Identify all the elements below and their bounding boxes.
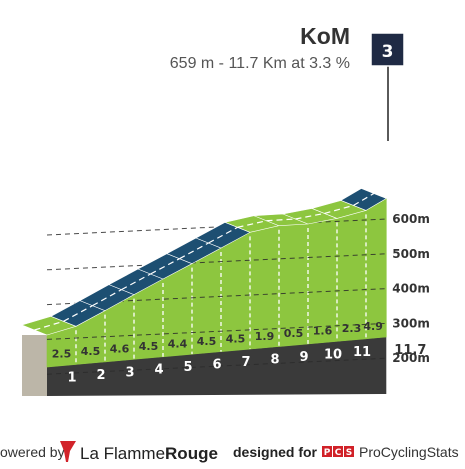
km-marker-label: 1 xyxy=(67,370,76,385)
designed-for-text: designed for xyxy=(233,444,318,460)
gradient-label: 0.5 xyxy=(284,327,304,340)
altitude-tick-label: 300m xyxy=(392,316,430,330)
altitude-tick-label: 200m xyxy=(392,351,430,365)
pcs-site-name: ProCyclingStats xyxy=(359,444,459,460)
brand-name-light: La Flamme xyxy=(80,444,165,463)
gradient-label: 4.5 xyxy=(226,332,246,345)
segment-ridge-centerline xyxy=(208,226,238,244)
profile-base xyxy=(22,335,387,396)
km-marker-label: 6 xyxy=(212,358,221,373)
km-marker-label: 2 xyxy=(96,368,105,383)
segment-ridge-centerline xyxy=(34,320,64,331)
km-marker-label: 7 xyxy=(241,355,250,370)
total-distance-label: 11.7 xyxy=(394,343,426,358)
segment-ridge-centerline xyxy=(121,273,151,291)
la-flamme-rouge-logo: La FlammeRouge xyxy=(60,441,218,463)
profile-labels: 2.5 4.5 4.6 4.5 4.4 4.5 4.5 1.9 0.5 1.6 2.3 4.9 1 2 3 4… xyxy=(52,320,427,386)
gradient-label: 4.6 xyxy=(110,343,130,356)
profile-segments xyxy=(46,197,387,368)
altitude-tick-label: 400m xyxy=(392,282,430,296)
altitude-gridline xyxy=(46,253,387,271)
svg-text:La FlammeRouge: La FlammeRouge xyxy=(80,444,218,463)
powered-by-text: owered by xyxy=(0,444,65,460)
chart-title: KoM xyxy=(300,23,350,49)
altitude-tick-label: 600m xyxy=(392,212,430,226)
km-marker-label: 10 xyxy=(324,347,342,362)
segment-ridge-centerline xyxy=(266,218,296,222)
chart-subtitle: 659 m - 11.7 Km at 3.3 % xyxy=(170,55,350,72)
gradient-label: 1.6 xyxy=(313,325,333,338)
segment-ridge-centerline xyxy=(150,258,180,275)
segment-ridge-centerline xyxy=(353,192,375,206)
km-marker-label: 9 xyxy=(299,350,308,365)
altitude-gridline xyxy=(46,322,387,340)
brand-name-bold: Rouge xyxy=(165,444,218,463)
gradient-label: 2.5 xyxy=(52,348,72,361)
altitude-tick-label: 500m xyxy=(392,247,430,261)
gradient-label: 1.9 xyxy=(255,330,275,343)
gradient-label: 4.5 xyxy=(81,345,101,358)
pcs-letter-c: C xyxy=(335,448,342,458)
gradient-label: 4.5 xyxy=(197,335,217,348)
profile-top-ridge xyxy=(21,188,387,336)
altitude-gridline xyxy=(46,218,387,236)
segment-ridge-centerline xyxy=(63,305,93,322)
pcs-logo: P C S ProCyclingStats xyxy=(322,444,459,460)
profile-base-band xyxy=(47,337,387,396)
km-marker-label: 11 xyxy=(353,345,371,360)
segment-ridge-centerline xyxy=(237,220,267,228)
category-badge-label: 3 xyxy=(382,42,394,62)
pcs-letter-p: P xyxy=(324,448,331,458)
gradient-label: 4.9 xyxy=(363,320,383,333)
red-flag-icon xyxy=(60,441,76,462)
footer: owered by La FlammeRouge designed for P … xyxy=(0,441,459,463)
km-marker-label: 8 xyxy=(270,352,279,367)
km-marker-label: 5 xyxy=(183,360,192,375)
gradient-label: 4.5 xyxy=(139,340,159,353)
km-marker-label: 4 xyxy=(154,363,163,378)
category-badge xyxy=(370,32,405,67)
segment-ridge-centerline xyxy=(295,212,325,220)
altitude-gridline xyxy=(46,357,387,375)
segment-ridge-centerline xyxy=(179,242,209,260)
altitude-gridlines: 200m 300m 400m 500m 600m xyxy=(46,212,430,375)
gradient-label: 4.4 xyxy=(168,337,188,350)
segment-ridge-centerline xyxy=(92,289,122,307)
km-marker-label: 3 xyxy=(125,365,134,380)
pcs-letter-s: S xyxy=(346,448,352,458)
gradient-label: 2.3 xyxy=(342,322,362,335)
profile-side-face xyxy=(22,335,47,396)
segment-ridge-centerline xyxy=(324,204,354,214)
